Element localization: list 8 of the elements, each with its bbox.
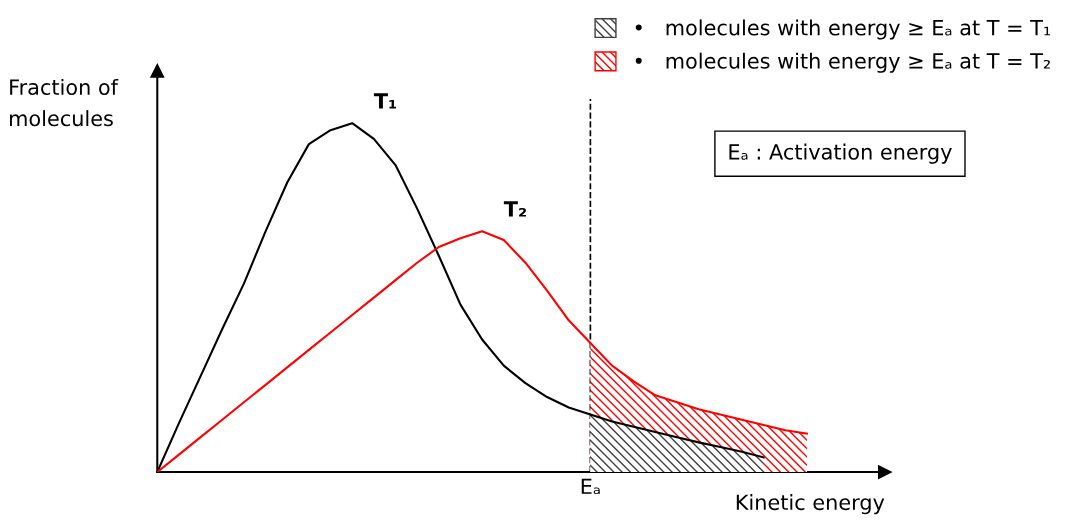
legend-label: • molecules with energy ≥ Eₐ at T = T₂ — [635, 52, 1050, 73]
series-label: T₂ — [503, 201, 526, 217]
x-axis-title: Kinetic energy — [736, 494, 885, 515]
y-axis-title: Fraction of molecules — [10, 78, 119, 127]
annotation: Eₐ : Activation energy — [729, 143, 952, 164]
legend-label: • molecules with energy ≥ Eₐ at T = T₁ — [635, 19, 1051, 40]
text: Eₐ — [581, 478, 600, 495]
series-label: T₁ — [373, 93, 396, 109]
